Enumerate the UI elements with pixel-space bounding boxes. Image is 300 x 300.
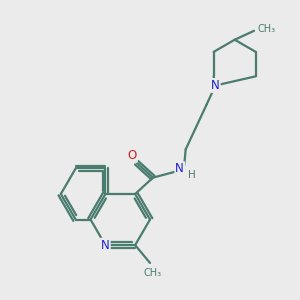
Text: H: H [188, 170, 196, 180]
Text: N: N [211, 79, 220, 92]
Text: O: O [128, 149, 137, 162]
Text: CH₃: CH₃ [143, 268, 161, 278]
Text: N: N [101, 238, 110, 252]
Text: N: N [175, 162, 184, 175]
Text: CH₃: CH₃ [257, 24, 276, 34]
